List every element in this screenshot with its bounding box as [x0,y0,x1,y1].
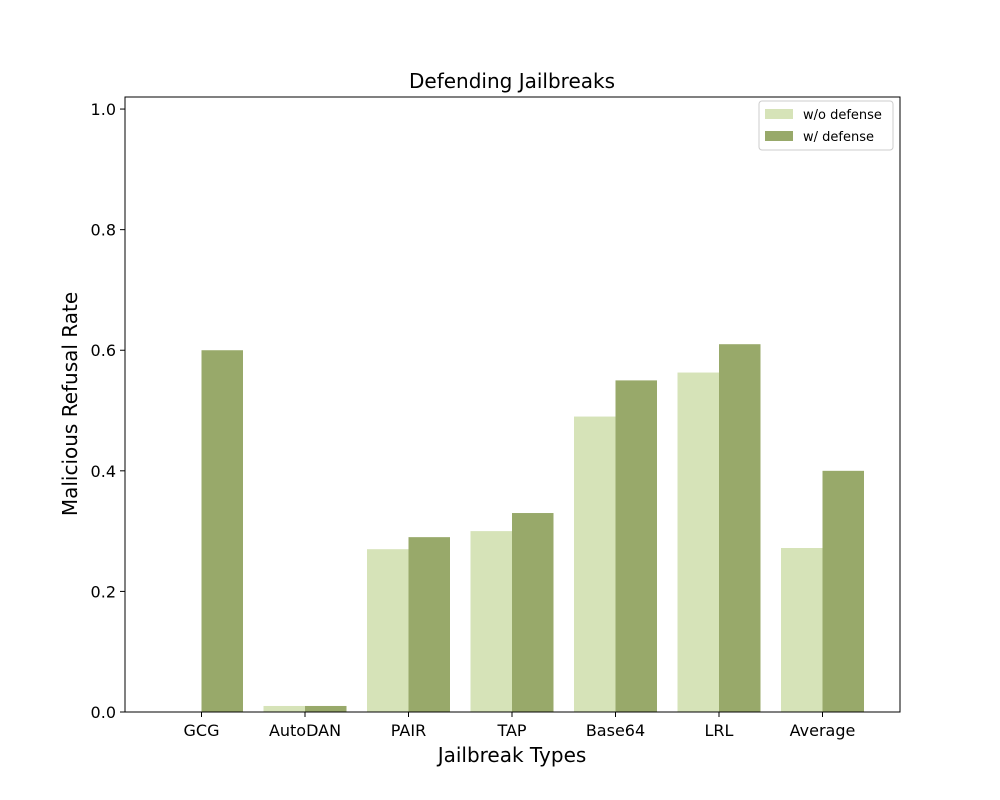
x-tick-label-average: Average [790,721,856,740]
y-tick-label-0-8: 0.8 [91,221,116,240]
y-axis-title: Malicious Refusal Rate [58,292,82,516]
chart-title: Defending Jailbreaks [409,69,615,93]
x-tick-label-pair: PAIR [391,721,426,740]
bar-base64-w-o-defense [574,416,616,712]
y-axis-ticks: 0.0 0.2 0.4 0.6 0.8 1.0 [91,100,125,722]
y-tick-label-0-2: 0.2 [91,582,116,601]
y-tick-label-0-4: 0.4 [91,462,116,481]
y-tick-label-0-6: 0.6 [91,341,116,360]
x-axis-ticks: GCG AutoDAN PAIR TAP Base64 LRL Average [184,712,856,740]
bar-autodan-w-o-defense [263,705,305,712]
bar-pair-w-defense [408,537,450,712]
bar-lrl-w-o-defense [677,372,719,712]
legend-swatch-with-defense [765,131,793,141]
x-tick-label-tap: TAP [496,721,526,740]
bar-lrl-w-defense [719,344,761,712]
bar-pair-w-o-defense [367,549,409,712]
y-tick-label-0-0: 0.0 [91,703,116,722]
legend-label-with-defense: w/ defense [803,130,874,145]
bars-layer [201,344,864,712]
bar-base64-w-defense [615,380,657,712]
bar-tap-w-o-defense [470,531,512,712]
x-tick-label-autodan: AutoDAN [269,721,341,740]
legend: w/o defense w/ defense [758,100,894,151]
bar-average-w-o-defense [781,548,823,712]
bar-tap-w-defense [512,513,554,712]
x-tick-label-lrl: LRL [705,721,734,740]
bar-autodan-w-defense [305,705,347,712]
y-tick-label-1-0: 1.0 [91,100,116,119]
x-tick-label-base64: Base64 [586,721,645,740]
x-tick-label-gcg: GCG [184,721,220,740]
x-axis-title: Jailbreak Types [436,743,587,767]
legend-swatch-without-defense [765,109,793,119]
legend-label-without-defense: w/o defense [803,108,882,123]
bar-gcg-w-defense [201,350,243,712]
bar-average-w-defense [822,470,864,712]
